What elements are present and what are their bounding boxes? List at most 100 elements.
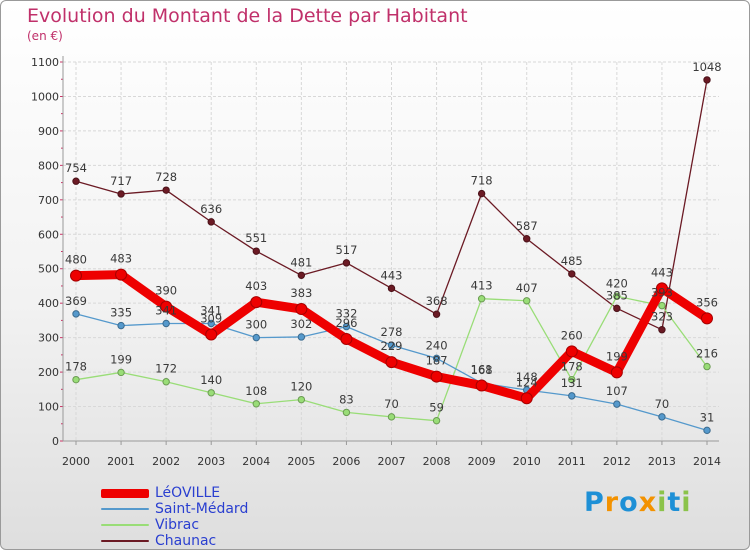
data-point-saint-medard [252, 333, 260, 342]
data-point-leoville [340, 333, 353, 346]
data-label-chaunac: 323 [651, 310, 673, 324]
data-point-leoville [655, 282, 668, 295]
data-point-vibrac [252, 400, 260, 408]
data-label-vibrac: 83 [339, 392, 354, 406]
data-label-saint-medard: 148 [516, 370, 538, 384]
data-point-chaunac [117, 190, 125, 198]
data-point-leoville [475, 379, 488, 392]
x-tick-label: 2001 [107, 455, 135, 468]
y-tick-label: 0 [52, 435, 59, 448]
x-tick-label: 2008 [423, 455, 451, 468]
data-point-leoville [430, 370, 443, 383]
data-point-saint-medard [568, 392, 576, 400]
data-point-vibrac [72, 375, 80, 384]
data-labels: 754 717 728 636 551 481 517 443 368 718 587 485 385 3… [65, 60, 722, 424]
data-point-leoville [701, 312, 713, 325]
data-label-leoville: 161 [471, 363, 493, 377]
y-tick-label: 200 [38, 366, 59, 379]
data-label-leoville: 260 [561, 328, 583, 342]
data-point-chaunac [207, 218, 215, 226]
data-label-leoville: 403 [245, 279, 267, 293]
data-label-saint-medard: 300 [245, 318, 267, 332]
data-label-vibrac: 59 [429, 401, 444, 415]
chart-subtitle: (en €) [27, 29, 63, 43]
data-point-chaunac [342, 259, 351, 267]
y-tick-label: 700 [38, 194, 59, 207]
data-label-vibrac: 199 [110, 352, 132, 366]
data-point-leoville [205, 328, 218, 341]
data-point-chaunac [432, 310, 441, 318]
data-label-saint-medard: 31 [700, 410, 715, 424]
data-point-chaunac [613, 304, 621, 313]
data-label-vibrac: 172 [155, 362, 177, 376]
legend-label: Vibrac [155, 517, 200, 533]
data-point-leoville [385, 356, 398, 369]
data-label-vibrac: 108 [245, 384, 267, 398]
data-label-saint-medard: 107 [606, 384, 628, 398]
data-point-saint-medard [658, 413, 666, 421]
data-label-chaunac: 636 [200, 202, 222, 216]
x-tick-label: 2011 [558, 455, 586, 468]
x-tick-label: 2010 [513, 455, 541, 468]
data-point-vibrac [342, 408, 351, 417]
data-point-chaunac [387, 284, 396, 293]
data-label-vibrac: 178 [65, 360, 87, 374]
data-point-chaunac [658, 326, 666, 334]
y-tick-label: 300 [38, 332, 59, 345]
data-point-vibrac [432, 416, 441, 425]
data-label-chaunac: 481 [290, 255, 312, 269]
data-point-leoville [520, 392, 533, 405]
data-label-leoville: 296 [335, 316, 357, 330]
data-label-chaunac: 718 [471, 174, 493, 188]
y-tick-label: 1000 [31, 90, 59, 103]
data-label-vibrac: 393 [651, 286, 673, 300]
data-point-chaunac [568, 270, 576, 278]
y-tick-label: 100 [38, 401, 59, 414]
data-label-chaunac: 551 [245, 231, 267, 245]
data-point-vibrac [523, 297, 531, 305]
data-label-leoville: 309 [200, 312, 222, 326]
data-point-saint-medard [342, 322, 351, 331]
data-label-saint-medard: 369 [65, 294, 87, 308]
data-label-saint-medard: 302 [290, 317, 312, 331]
y-tick-label: 400 [38, 297, 59, 310]
logo-letter: i [681, 487, 692, 518]
x-tick-label: 2012 [603, 455, 631, 468]
data-label-saint-medard: 70 [655, 397, 670, 411]
data-label-chaunac: 717 [110, 174, 132, 188]
logo-letter: o [619, 487, 639, 518]
data-point-chaunac [703, 76, 711, 84]
data-point-saint-medard [207, 319, 215, 328]
data-point-vibrac [207, 389, 215, 397]
logo-letter: t [667, 487, 682, 518]
data-label-leoville: 443 [651, 265, 673, 279]
x-tick-label: 2002 [152, 455, 180, 468]
x-tick-label: 2003 [197, 455, 225, 468]
data-point-leoville [115, 268, 128, 281]
data-label-leoville: 390 [155, 284, 177, 298]
data-label-chaunac: 587 [516, 219, 538, 233]
data-label-leoville: 356 [696, 295, 718, 309]
data-point-vibrac [703, 362, 711, 371]
data-label-chaunac: 1048 [692, 60, 721, 74]
data-label-vibrac: 413 [471, 279, 493, 293]
data-label-leoville: 480 [65, 253, 87, 267]
data-point-vibrac [613, 292, 621, 300]
data-point-vibrac [117, 368, 125, 377]
data-label-leoville: 229 [381, 339, 403, 353]
y-tick-label: 900 [38, 125, 59, 138]
data-label-saint-medard: 240 [426, 338, 448, 352]
y-tick-label: 800 [38, 159, 59, 172]
data-point-chaunac [297, 271, 306, 279]
data-label-chaunac: 385 [606, 288, 628, 302]
data-point-chaunac [162, 186, 170, 194]
x-tick-label: 2007 [378, 455, 406, 468]
data-label-saint-medard: 341 [155, 304, 177, 318]
data-point-chaunac [477, 189, 486, 198]
legend-label: Saint-Médard [155, 501, 249, 517]
data-label-chaunac: 368 [426, 294, 448, 308]
legend-swatch [101, 524, 149, 526]
data-label-vibrac: 407 [516, 281, 538, 295]
data-point-vibrac [297, 395, 306, 404]
